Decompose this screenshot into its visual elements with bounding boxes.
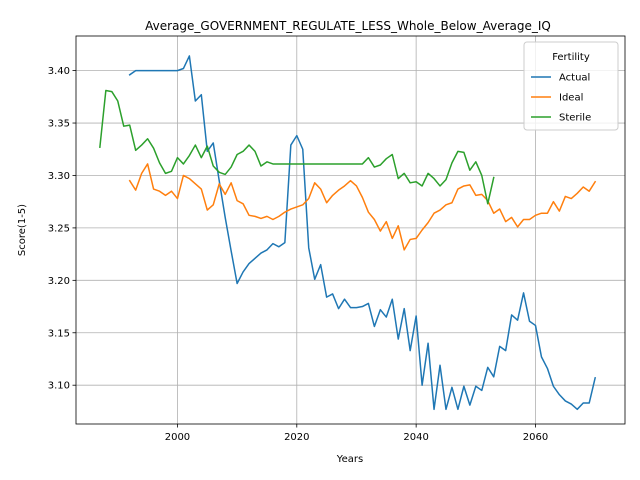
y-tick-label: 3.40 — [48, 66, 70, 77]
x-tick-label: 2040 — [403, 432, 428, 443]
series-line-actual — [128, 55, 597, 411]
y-tick-label: 3.10 — [48, 381, 70, 392]
x-tick-label: 2000 — [165, 432, 190, 443]
series-line-ideal — [128, 163, 597, 251]
y-axis-label: Score(1-5) — [17, 204, 28, 256]
legend: Fertility Actual Ideal Sterile — [523, 41, 619, 131]
y-tick-label: 3.15 — [48, 328, 70, 339]
x-axis-label: Years — [336, 454, 363, 465]
x-tick-label: 2060 — [523, 432, 548, 443]
x-tick-label: 2020 — [284, 432, 309, 443]
legend-box — [523, 41, 619, 131]
legend-label-actual: Actual — [559, 73, 590, 84]
y-tick-label: 3.20 — [48, 276, 70, 287]
legend-label-sterile: Sterile — [559, 113, 591, 124]
y-tick-label: 3.35 — [48, 119, 70, 130]
legend-entries: Actual Ideal Sterile — [531, 73, 591, 124]
chart-title: Average_GOVERNMENT_REGULATE_LESS_Whole_B… — [145, 19, 551, 33]
plot-frame — [75, 35, 626, 425]
legend-title: Fertility — [552, 52, 590, 63]
x-axis-ticks: 2000 2020 2040 2060 — [165, 424, 548, 443]
series-lines — [99, 55, 597, 411]
y-axis-ticks: 3.10 3.15 3.20 3.25 3.30 3.35 3.40 — [48, 66, 76, 392]
y-tick-label: 3.30 — [48, 171, 70, 182]
legend-label-ideal: Ideal — [559, 93, 583, 104]
y-tick-label: 3.25 — [48, 223, 70, 234]
series-line-sterile — [99, 89, 495, 205]
